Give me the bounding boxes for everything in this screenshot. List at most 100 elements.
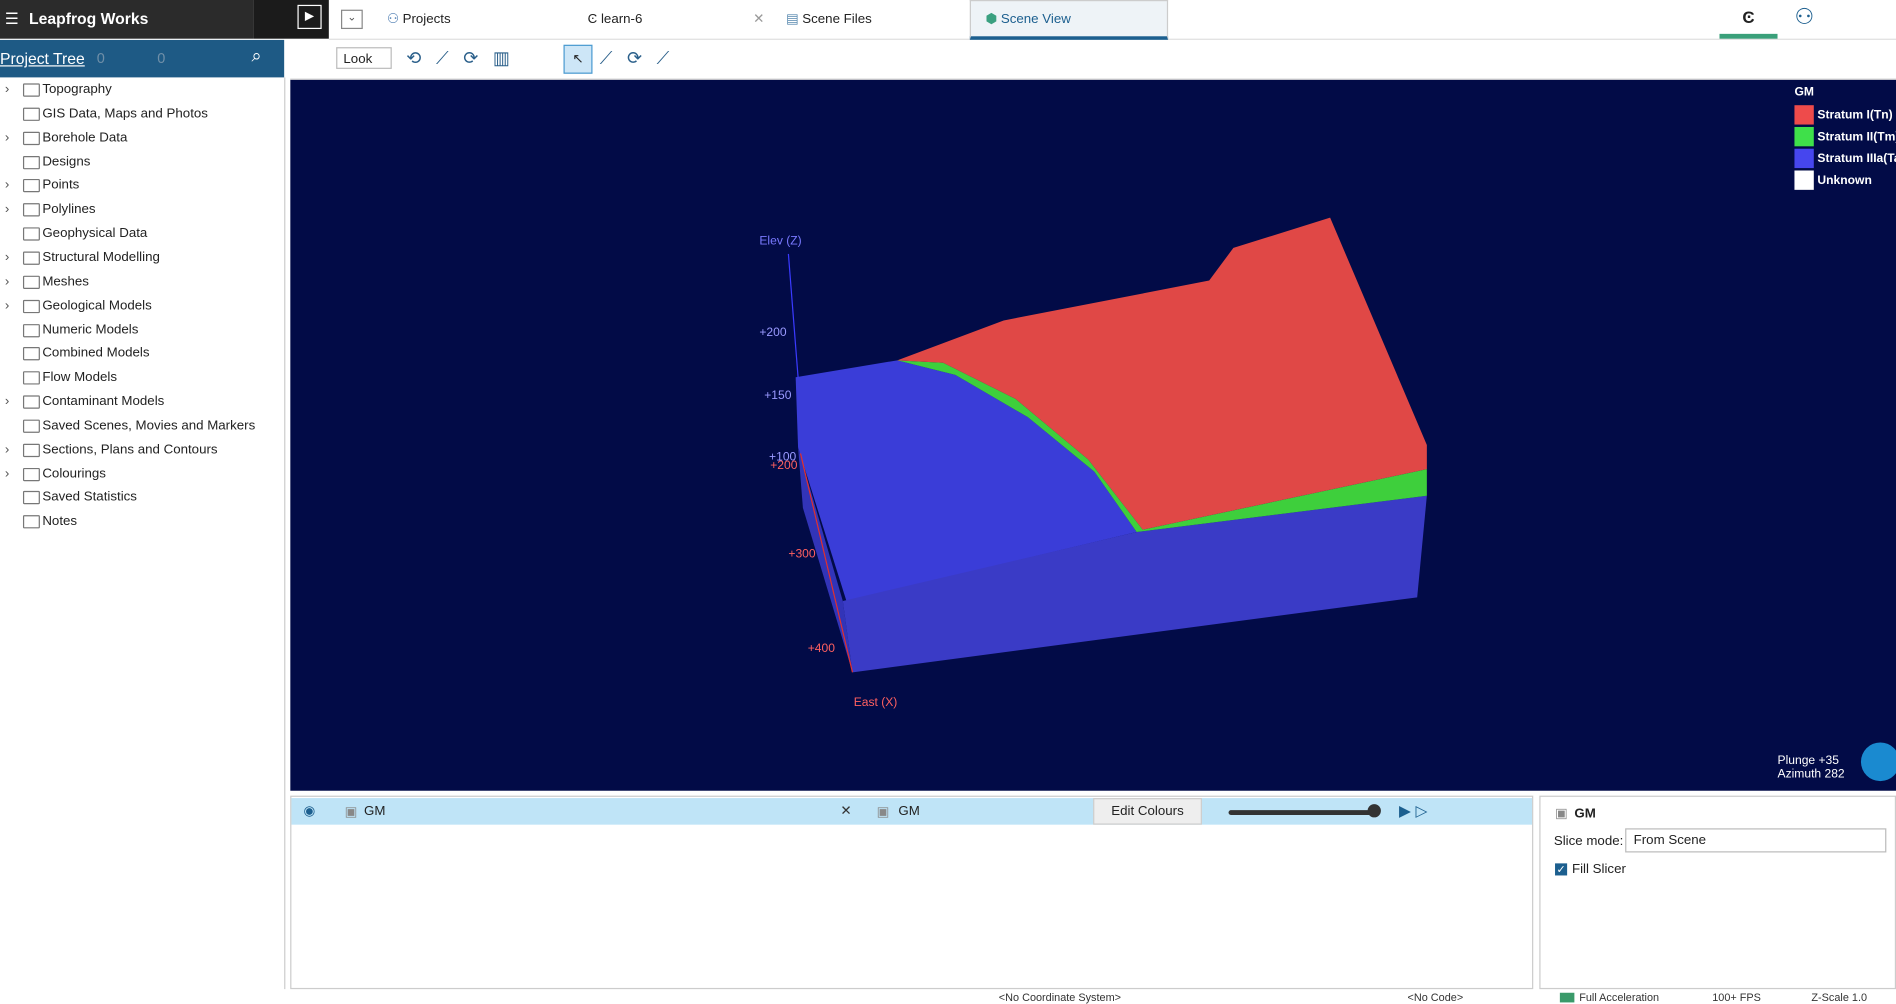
tree-label: Combined Models (42, 346, 150, 361)
tree-title: Project Tree (0, 49, 85, 68)
shape-row: ◉ ▣ GM ✕ ▣ GM Edit Colours ▶ ▷ (291, 798, 1533, 825)
edit-colours-button[interactable]: Edit Colours (1093, 798, 1202, 825)
tree-item[interactable]: › Colourings (0, 461, 284, 485)
tree-label: Colourings (42, 466, 106, 481)
folder-icon (22, 155, 40, 169)
expand-chevron[interactable]: › (4, 82, 10, 97)
expand-chevron[interactable]: › (4, 466, 10, 481)
count: 0 (96, 49, 105, 67)
tree-item[interactable]: › Geological Models (0, 293, 284, 317)
status-item: <No Code> (1407, 991, 1464, 1004)
tab-label: learn-6 (600, 12, 643, 27)
axis-tick: +100 (769, 450, 796, 464)
legend-swatch (1794, 126, 1814, 147)
slice-mode-select[interactable]: From Scene (1625, 828, 1887, 853)
legend-swatch (1794, 148, 1814, 169)
remove-button[interactable]: ✕ (840, 804, 852, 819)
expand-chevron[interactable]: › (4, 394, 10, 409)
tree-item[interactable]: Designs (0, 149, 284, 173)
folder-icon (22, 515, 40, 529)
expand-chevron[interactable]: › (4, 178, 10, 193)
folder-icon (22, 275, 40, 289)
tree-item[interactable]: Notes (0, 509, 284, 533)
slider-handle[interactable] (1367, 804, 1381, 818)
checkbox[interactable]: ✓ (1555, 863, 1568, 876)
legend-label: Stratum IIIa(Ta (1817, 152, 1896, 166)
tree-label: Saved Scenes, Movies and Markers (42, 418, 256, 433)
view-mode-select[interactable]: Look (336, 47, 392, 69)
tree-label: Designs (42, 154, 91, 169)
select-tool[interactable]: ↖ (563, 44, 593, 74)
axis-label: East (X) (854, 695, 898, 709)
fill-slicer-label: Fill Slicer (1571, 862, 1626, 877)
tree-item[interactable]: › Points (0, 173, 284, 197)
shape-name: GM (363, 804, 386, 819)
account-logo[interactable]: Ͼ (1719, 0, 1778, 39)
legend-title: GM (1794, 85, 1813, 99)
tree-label: Meshes (42, 274, 89, 289)
slice-mode-label: Slice mode: (1553, 834, 1624, 849)
tree-item[interactable]: › Polylines (0, 197, 284, 221)
transparency-slider[interactable] (1228, 810, 1374, 816)
legend-swatch (1794, 105, 1814, 125)
tree-item[interactable]: › Contaminant Models (0, 389, 284, 413)
axis-tick: +300 (788, 546, 815, 560)
visibility-toggle[interactable]: ◉ (303, 804, 316, 819)
tree-item[interactable]: › Topography (0, 77, 284, 101)
folder-icon (22, 107, 40, 121)
legend-label: Stratum I(Tn) (1817, 108, 1893, 123)
tree-item[interactable]: Combined Models (0, 341, 284, 365)
tree-label: Numeric Models (42, 322, 139, 337)
folder-icon (22, 323, 40, 337)
tree-item[interactable]: › Meshes (0, 269, 284, 293)
expand-chevron[interactable]: › (4, 442, 10, 457)
tree-item[interactable]: › Structural Modelling (0, 245, 284, 269)
expand-chevron[interactable]: › (4, 298, 10, 313)
tool-icons[interactable]: ⟲⟋⟳▥ (406, 48, 525, 69)
folder-icon (22, 131, 40, 145)
plunge: Plunge +35 (1778, 753, 1840, 767)
tree-item[interactable]: › Borehole Data (0, 125, 284, 149)
model-face (897, 217, 1427, 530)
shape-list: ◉ ▣ GM ✕ ▣ GM Edit Colours ▶ ▷ (290, 795, 1534, 990)
user-icon[interactable]: ⚇ (1794, 4, 1814, 30)
expand-chevron[interactable]: › (4, 250, 10, 265)
tab[interactable]: ⚇ Projects (386, 12, 451, 27)
slice-mode: From Scene (1633, 833, 1707, 848)
tree-item[interactable]: › Sections, Plans and Contours (0, 437, 284, 461)
z-axis (787, 253, 799, 378)
tree-item[interactable]: Geophysical Data (0, 221, 284, 245)
tree-item[interactable]: Flow Models (0, 365, 284, 389)
tab-label: Projects (402, 12, 451, 27)
expand-chevron[interactable]: › (4, 202, 10, 217)
tab[interactable]: ▤ Scene Files (785, 12, 872, 27)
axis-label: Elev (Z) (759, 233, 801, 247)
tree-item[interactable]: Saved Scenes, Movies and Markers (0, 413, 284, 437)
folder-icon (22, 299, 40, 313)
expand-chevron[interactable]: › (4, 274, 10, 289)
tree-label: Structural Modelling (42, 250, 160, 265)
play-button[interactable]: ▶ (297, 4, 322, 30)
tab-active[interactable]: ⬢ Scene View (969, 0, 1169, 40)
tab[interactable]: Ͼ learn-6 ✕ (587, 12, 765, 27)
azimuth: Azimuth 282 (1778, 767, 1845, 781)
status-item: <No Coordinate System> (998, 991, 1122, 1004)
status-item: Full Acceleration (1579, 991, 1660, 1004)
tree-item[interactable]: GIS Data, Maps and Photos (0, 101, 284, 125)
search-icon[interactable]: ⌕ (251, 45, 262, 67)
expand-chevron[interactable]: › (4, 130, 10, 145)
tool-icons[interactable]: ⟋⟳⟋ (599, 48, 684, 69)
menu-dropdown[interactable]: ⌄ (340, 9, 363, 30)
tree-label: Flow Models (42, 370, 117, 385)
folder-icon (22, 467, 40, 481)
compass[interactable] (1860, 742, 1896, 782)
play-button[interactable]: ▶ ▷ (1399, 801, 1428, 820)
tree-label: Notes (42, 514, 78, 529)
axis-tick: +200 (770, 458, 797, 472)
tree-item[interactable]: Numeric Models (0, 317, 284, 341)
folder-icon (22, 347, 40, 361)
tree-item[interactable]: Saved Statistics (0, 485, 284, 509)
colouring-select[interactable]: GM (898, 804, 920, 819)
folder-icon (22, 395, 40, 409)
properties-panel: ▣ GM Slice mode: From Scene ✓ Fill Slice… (1539, 795, 1896, 990)
